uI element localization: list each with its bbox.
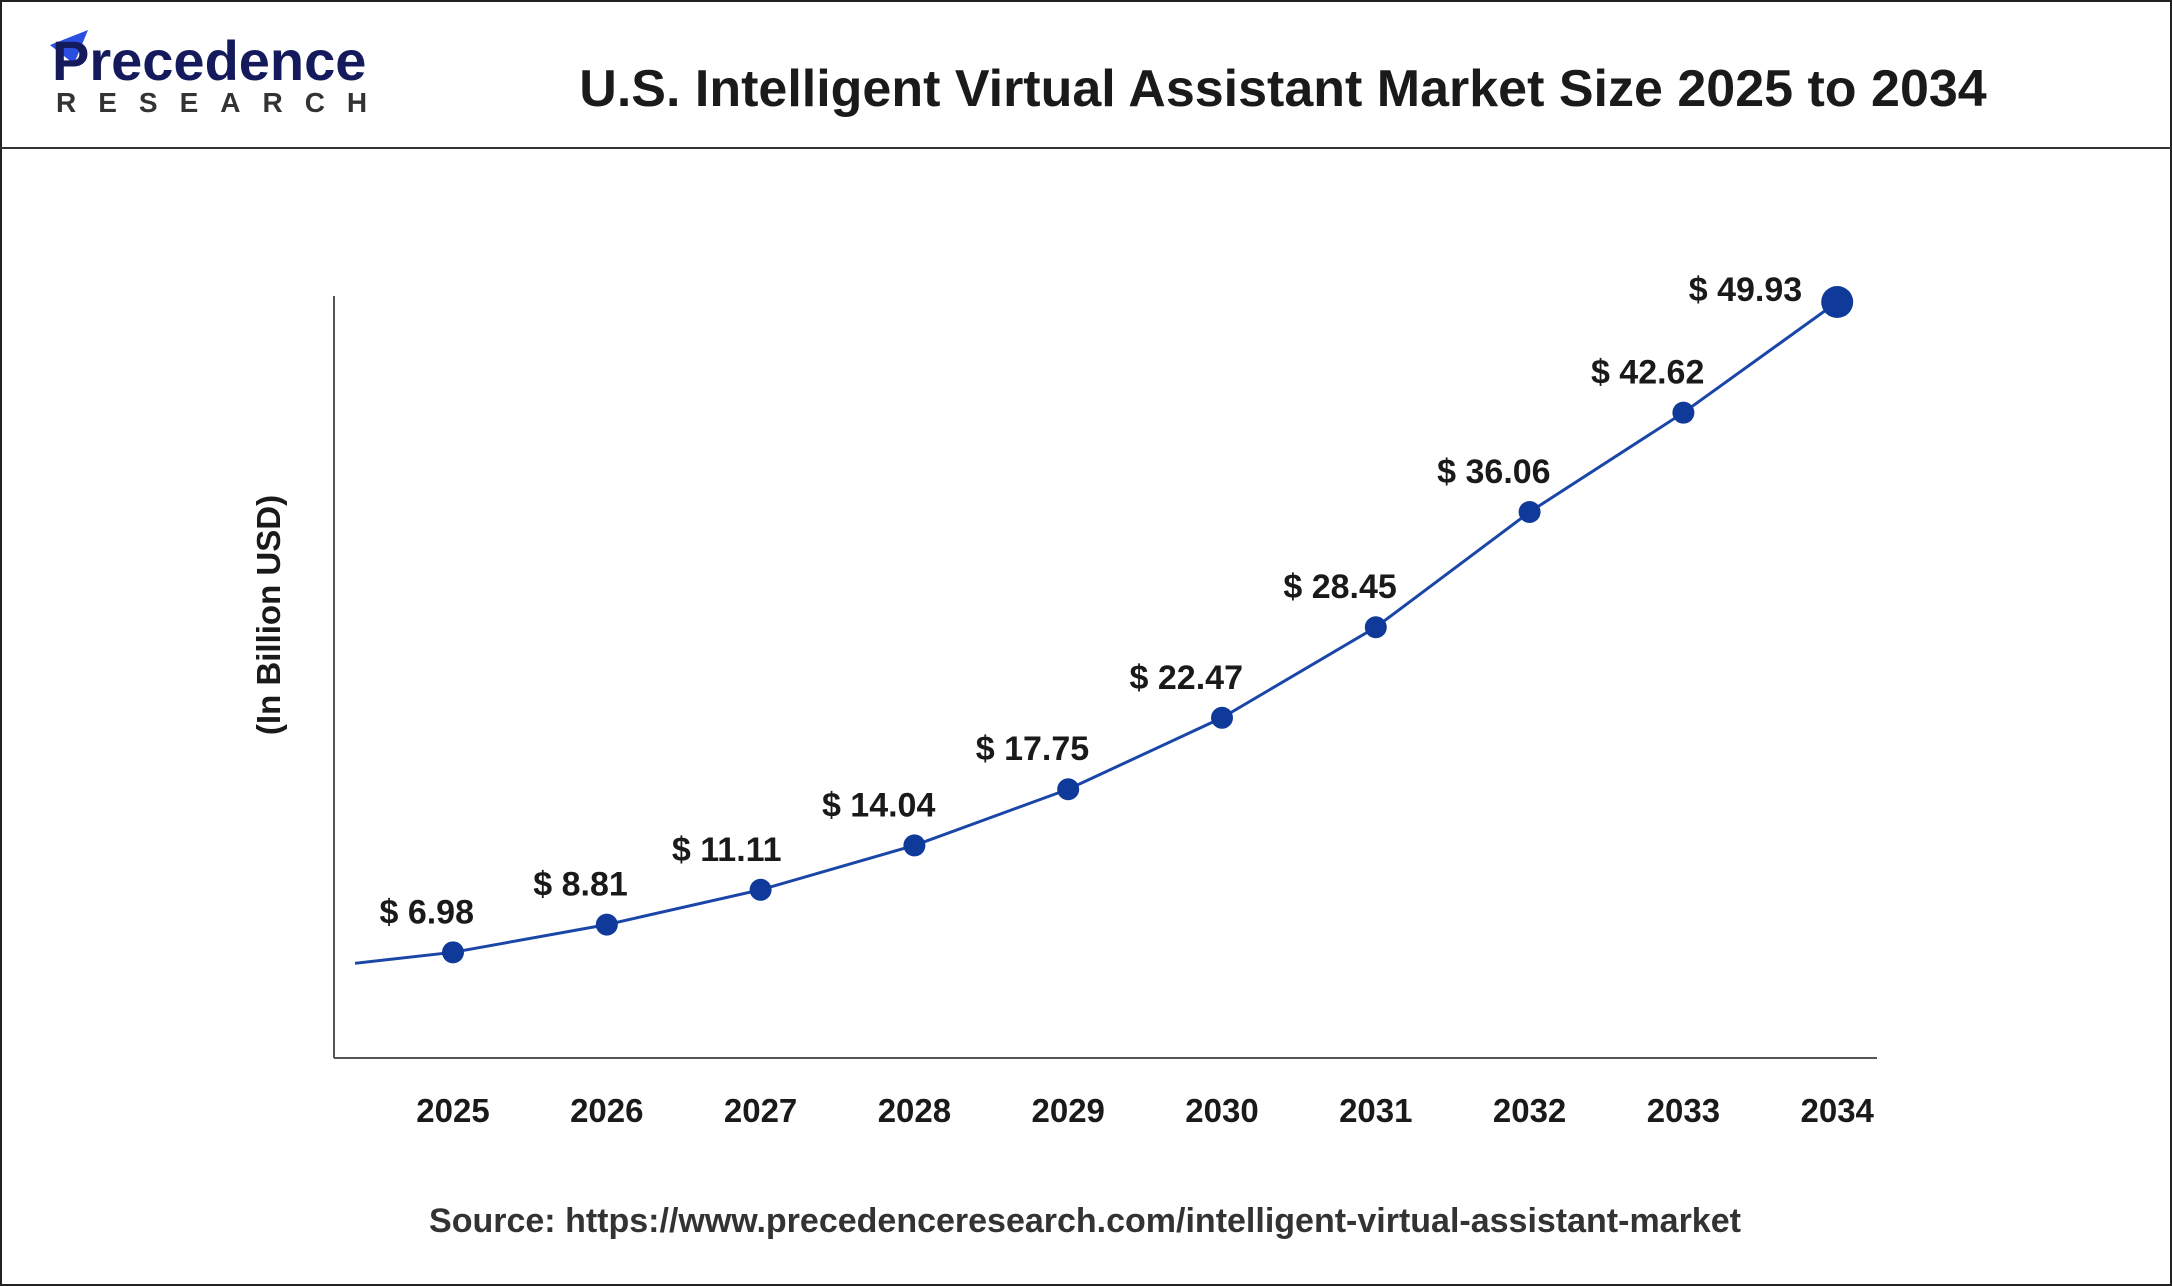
x-tick-label: 2032: [1493, 1092, 1566, 1129]
data-label: $ 11.11: [672, 831, 782, 869]
x-tick-label: 2029: [1031, 1092, 1104, 1129]
data-label: $ 28.45: [1283, 568, 1396, 606]
x-tick-label: 2031: [1339, 1092, 1412, 1129]
page-title: U.S. Intelligent Virtual Assistant Marke…: [579, 60, 1986, 118]
data-label: $ 22.47: [1130, 659, 1243, 697]
series: $ 6.98 2025 $ 8.81 2026 $ 11.11 2027 $ 14.04 20…: [354, 271, 1875, 1129]
data-point: [1057, 778, 1080, 801]
logo-arrow-icon: [50, 30, 88, 64]
data-point: [749, 878, 772, 901]
x-tick-label: 2025: [416, 1092, 489, 1129]
data-label: $ 6.98: [379, 893, 474, 931]
source-text: Source: https://www.precedenceresearch.c…: [429, 1202, 1741, 1240]
x-tick-label: 2030: [1185, 1092, 1258, 1129]
logo: Precedence RESEARCH: [50, 29, 389, 118]
data-point: [903, 834, 926, 857]
x-tick-label: 2027: [724, 1092, 797, 1129]
logo-name: Precedence: [52, 29, 366, 92]
data-point: [442, 941, 464, 964]
x-tick-label: 2034: [1800, 1092, 1874, 1129]
data-label: $ 42.62: [1591, 354, 1704, 392]
data-label: $ 8.81: [533, 866, 628, 904]
data-point: [1211, 706, 1233, 729]
data-label: $ 49.93: [1689, 271, 1802, 309]
data-point: [1672, 401, 1695, 424]
data-point: [595, 913, 618, 936]
x-tick-label: 2028: [878, 1092, 951, 1129]
data-label: $ 14.04: [822, 786, 936, 824]
x-tick-label: 2026: [570, 1092, 643, 1129]
data-point: [1364, 616, 1387, 639]
data-point: [1518, 501, 1541, 524]
data-point: [1821, 286, 1854, 318]
y-axis-label: (In Billion USD): [250, 495, 287, 735]
logo-sub: RESEARCH: [56, 87, 389, 118]
data-label: $ 17.75: [976, 730, 1089, 768]
x-tick-label: 2033: [1647, 1092, 1720, 1129]
data-label: $ 36.06: [1437, 453, 1550, 491]
